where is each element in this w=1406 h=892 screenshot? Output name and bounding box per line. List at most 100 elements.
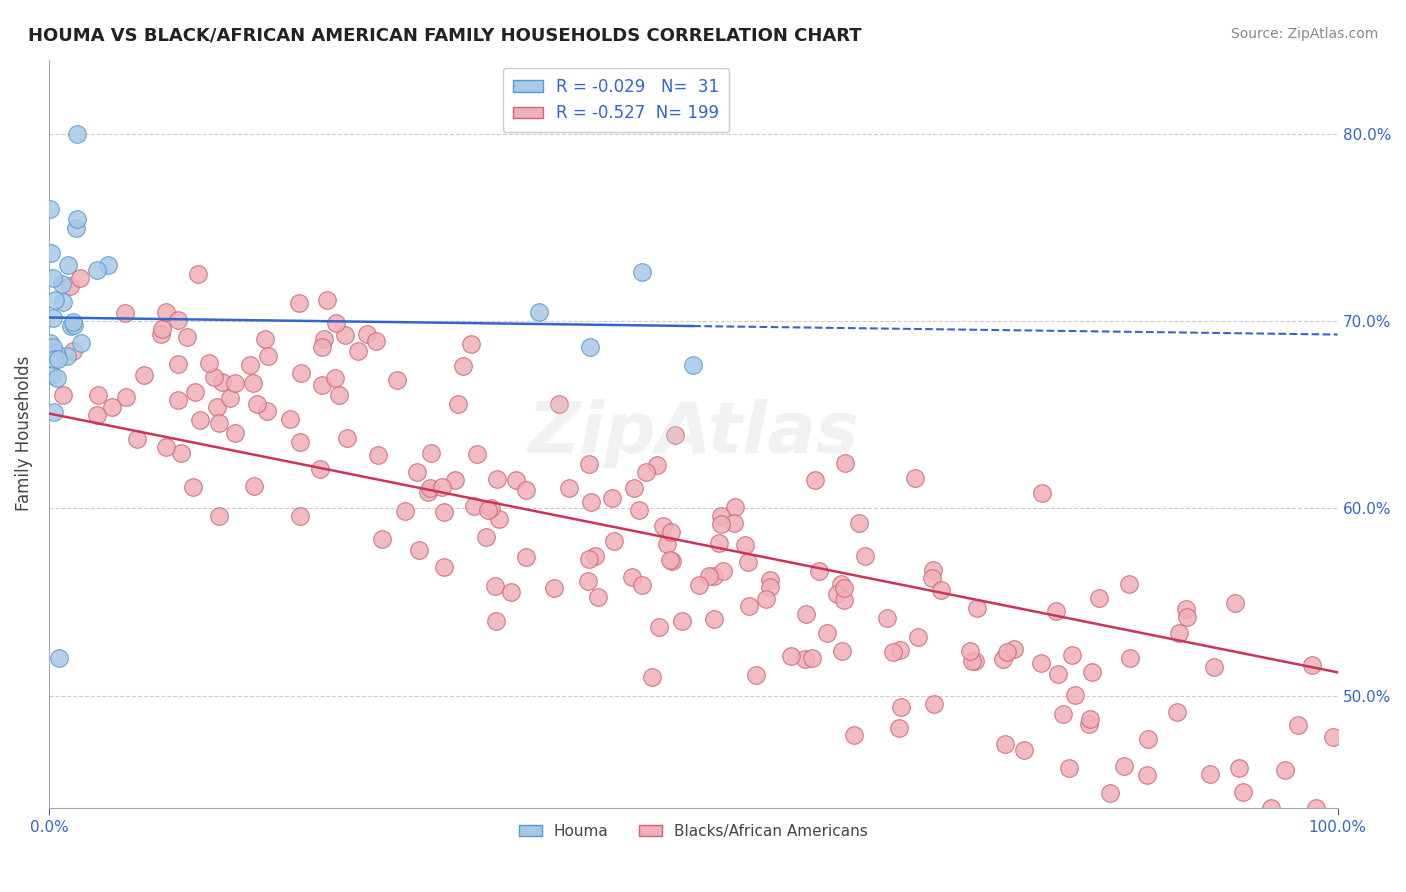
Point (703, 569, 725, 583)
Point (710, 517, 733, 532)
Point (724, 500, 747, 514)
Point (239, 359, 262, 373)
Point (70, 336, 93, 351)
Point (39, 336, 62, 351)
Point (907, 630, 929, 644)
Point (921, 563, 943, 577)
Point (921, 571, 943, 585)
Point (42, 351, 65, 366)
Point (515, 550, 537, 565)
Point (657, 537, 679, 551)
Point (488, 512, 510, 526)
Point (447, 397, 470, 411)
Point (995, 645, 1018, 659)
Point (311, 378, 333, 392)
Point (419, 446, 441, 460)
Point (640, 670, 662, 684)
Point (848, 516, 870, 531)
Point (1286, 718, 1309, 732)
Point (86, 262, 108, 277)
Point (794, 651, 817, 665)
Point (527, 305, 550, 319)
Point (703, 611, 725, 625)
Point (41, 368, 63, 382)
Point (1078, 717, 1101, 731)
Point (46, 351, 69, 366)
Point (308, 461, 330, 475)
Point (889, 721, 911, 735)
Point (1078, 712, 1101, 726)
Point (579, 340, 602, 354)
Point (1031, 656, 1053, 670)
Point (586, 591, 609, 605)
Point (723, 516, 745, 531)
Point (224, 426, 246, 441)
Point (170, 445, 193, 459)
Point (1274, 764, 1296, 778)
Point (1232, 785, 1254, 799)
Point (62, 315, 84, 329)
Point (42, 311, 65, 326)
Point (465, 447, 488, 461)
Point (1322, 730, 1344, 744)
Text: HOUMA VS BLACK/AFRICAN AMERICAN FAMILY HOUSEHOLDS CORRELATION CHART: HOUMA VS BLACK/AFRICAN AMERICAN FAMILY H… (28, 27, 862, 45)
Point (804, 473, 827, 487)
Point (69, 271, 91, 285)
Point (621, 570, 644, 584)
Point (155, 304, 177, 318)
Point (576, 574, 599, 588)
Point (134, 368, 156, 382)
Point (463, 500, 485, 514)
Point (682, 358, 704, 372)
Point (253, 332, 276, 346)
Point (1227, 761, 1250, 775)
Point (44, 293, 66, 307)
Point (356, 326, 378, 341)
Point (659, 553, 682, 567)
Point (66, 128, 89, 142)
Point (1118, 576, 1140, 591)
Point (278, 412, 301, 426)
Point (759, 573, 782, 587)
Point (52, 295, 75, 310)
Point (889, 643, 911, 657)
Point (1136, 731, 1159, 746)
Point (86, 408, 108, 422)
Point (39, 202, 62, 217)
Point (623, 482, 645, 496)
Point (328, 388, 350, 402)
Point (416, 485, 439, 500)
Point (671, 614, 693, 628)
Point (815, 625, 838, 640)
Point (433, 504, 456, 518)
Point (603, 534, 626, 549)
Y-axis label: Family Households: Family Households (15, 356, 32, 511)
Point (834, 456, 856, 470)
Point (966, 601, 988, 615)
Point (991, 652, 1014, 666)
Point (1166, 705, 1188, 719)
Point (166, 313, 188, 327)
Point (1002, 642, 1025, 657)
Point (853, 549, 876, 564)
Point (479, 501, 502, 516)
Point (432, 559, 454, 574)
Point (959, 644, 981, 658)
Point (406, 465, 429, 479)
Point (636, 465, 658, 479)
Point (659, 524, 682, 539)
Point (316, 293, 339, 307)
Point (661, 554, 683, 568)
Point (831, 644, 853, 658)
Point (800, 650, 823, 665)
Point (755, 591, 778, 606)
Point (51, 277, 73, 291)
Point (882, 645, 904, 659)
Point (581, 495, 603, 509)
Point (876, 611, 898, 625)
Point (181, 480, 204, 494)
Point (1223, 596, 1246, 610)
Point (150, 322, 173, 336)
Point (904, 471, 927, 485)
Point (114, 306, 136, 320)
